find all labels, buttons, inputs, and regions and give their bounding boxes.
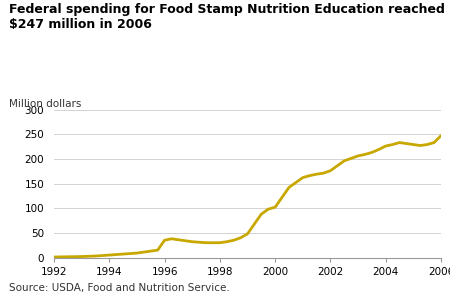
Text: Federal spending for Food Stamp Nutrition Education reached
$247 million in 2006: Federal spending for Food Stamp Nutritio… xyxy=(9,3,445,31)
Text: Source: USDA, Food and Nutrition Service.: Source: USDA, Food and Nutrition Service… xyxy=(9,283,230,293)
Text: Million dollars: Million dollars xyxy=(9,99,81,109)
